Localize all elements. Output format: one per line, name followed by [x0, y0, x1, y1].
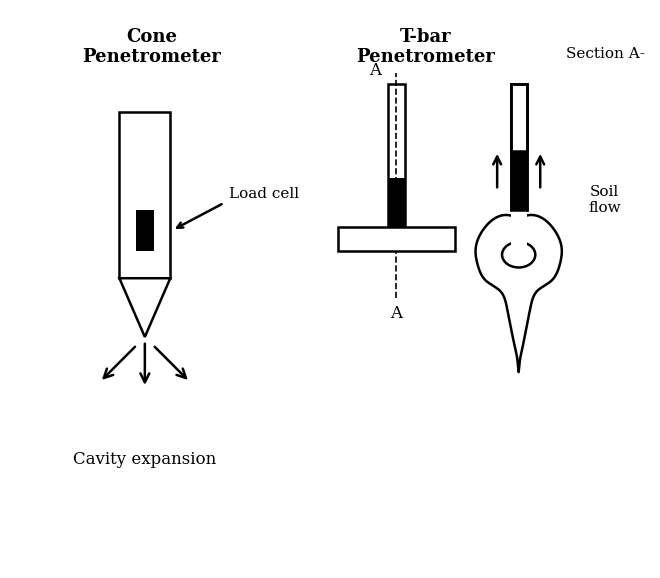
Bar [511, 84, 527, 210]
Bar [511, 210, 527, 262]
Text: A: A [390, 305, 403, 322]
Text: Cavity expansion: Cavity expansion [73, 451, 216, 468]
Text: Section A-: Section A- [566, 47, 645, 61]
Bar [511, 151, 527, 210]
Bar [511, 151, 527, 210]
Polygon shape [119, 278, 170, 337]
Bar [119, 112, 170, 278]
Text: A: A [369, 62, 381, 79]
Bar [511, 84, 527, 151]
Bar [338, 227, 455, 251]
Bar [387, 84, 405, 239]
Text: T-bar
Penetrometer: T-bar Penetrometer [356, 28, 495, 66]
Text: Load cell: Load cell [229, 187, 299, 201]
Ellipse shape [502, 242, 535, 268]
Text: Cone
Penetrometer: Cone Penetrometer [82, 28, 221, 66]
Bar [136, 210, 154, 251]
Bar [511, 84, 527, 210]
Bar [387, 179, 405, 239]
Polygon shape [476, 215, 562, 372]
Text: Soil
flow: Soil flow [589, 185, 621, 215]
